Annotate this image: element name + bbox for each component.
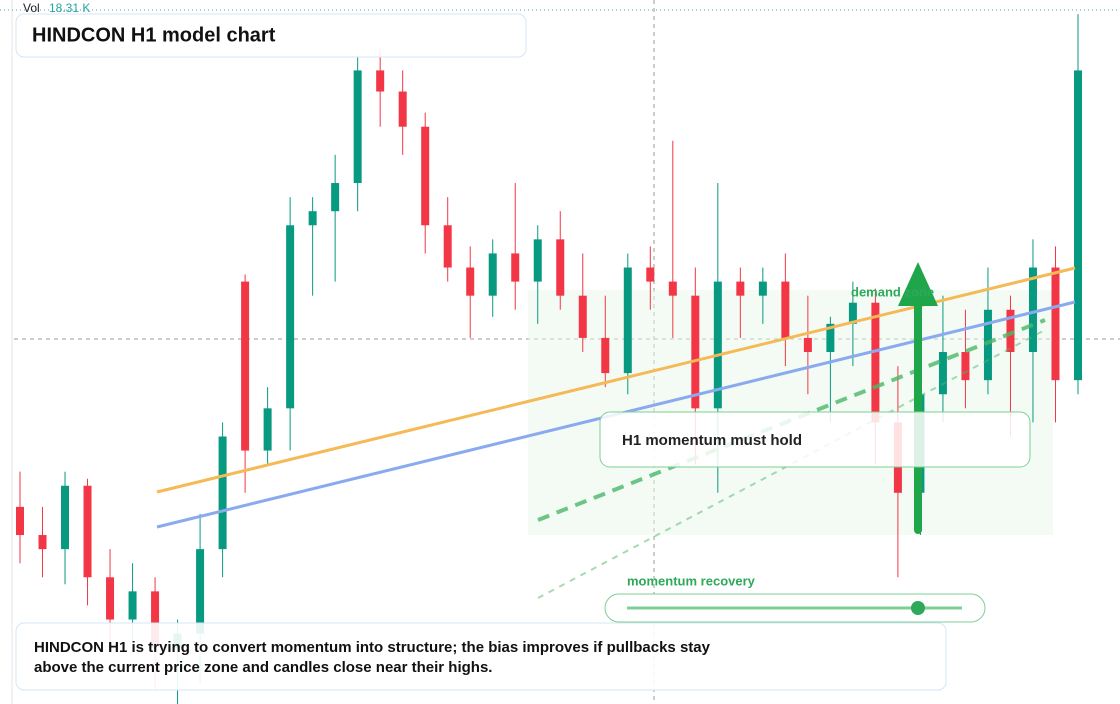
candle-body xyxy=(668,281,677,296)
candle-body xyxy=(803,337,812,352)
arrow-head xyxy=(898,262,938,306)
candle-body xyxy=(443,225,452,268)
title: HINDCON H1 model chart xyxy=(32,24,276,46)
candle-body xyxy=(848,302,857,324)
candle-body xyxy=(83,485,92,578)
candle-body xyxy=(286,225,295,409)
candle-body xyxy=(691,295,700,409)
candle-body xyxy=(241,281,250,451)
slider-knob[interactable] xyxy=(911,601,925,615)
candle-body xyxy=(961,352,970,381)
candle-body xyxy=(16,506,24,536)
candle-body xyxy=(1028,267,1037,352)
volume-label: Vol xyxy=(23,1,40,15)
candle-body xyxy=(938,352,947,395)
candle-body xyxy=(106,577,115,620)
candle-body xyxy=(218,436,227,550)
summary-line: above the current price zone and candles… xyxy=(34,659,492,676)
candle-body xyxy=(781,281,790,338)
candle-body xyxy=(151,591,160,648)
candle-body xyxy=(1051,267,1060,381)
candle-body xyxy=(196,549,205,634)
candle-body xyxy=(578,295,587,338)
title-box xyxy=(15,13,527,58)
dashed-line xyxy=(537,318,1046,522)
volume-value: 18.31 K xyxy=(49,1,90,15)
candles xyxy=(16,14,1082,704)
candle-body xyxy=(758,281,767,296)
candle-body xyxy=(736,281,745,296)
candle-body xyxy=(398,91,407,127)
zone-label: demand zone xyxy=(851,284,934,299)
candle-body xyxy=(353,70,362,184)
slider-label: momentum recovery xyxy=(627,573,756,588)
summary-box xyxy=(15,622,947,691)
candle-body xyxy=(1074,70,1082,381)
summary-line: HINDCON H1 is trying to convert momentum… xyxy=(34,639,711,656)
candle-body xyxy=(488,253,497,296)
candle-body xyxy=(128,591,137,620)
candle-body xyxy=(61,485,70,550)
candle-body xyxy=(623,267,632,374)
candle-body xyxy=(466,267,475,296)
note-box xyxy=(599,411,1031,468)
candle-body xyxy=(308,211,317,226)
candle-body xyxy=(421,126,430,226)
candle-body xyxy=(871,302,880,423)
candle-body xyxy=(646,267,655,282)
candle-body xyxy=(826,323,835,352)
candle-body xyxy=(376,70,385,92)
candle-body xyxy=(1006,309,1015,352)
candle-body xyxy=(533,239,542,282)
candle-body xyxy=(556,239,565,296)
candle-body xyxy=(713,281,722,409)
candle-body xyxy=(511,253,520,282)
candle-body xyxy=(263,408,272,451)
candle-body xyxy=(983,309,992,381)
candle-body xyxy=(601,337,610,374)
note-text: H1 momentum must hold xyxy=(622,432,802,449)
candle-body xyxy=(331,183,340,212)
candle-body xyxy=(38,535,47,550)
